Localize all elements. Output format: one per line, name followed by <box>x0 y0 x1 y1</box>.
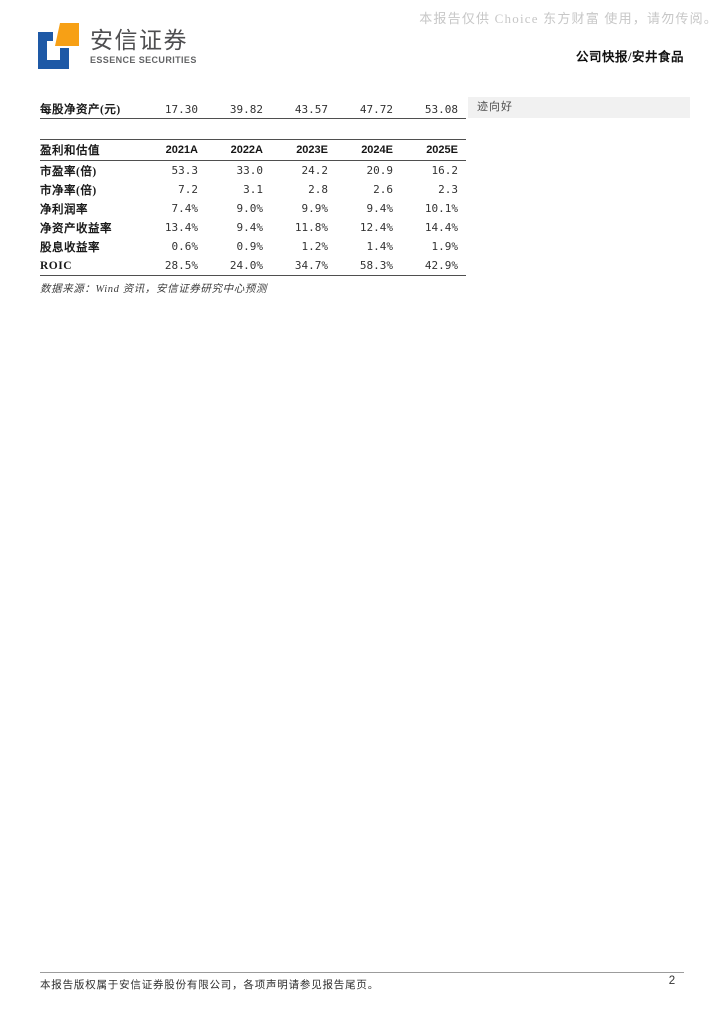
table-cell: 0.6% <box>171 240 199 253</box>
brand-name-en: ESSENCE SECURITIES <box>90 55 197 65</box>
table-row: 股息收益率 0.6% 0.9% 1.2% 1.4% 1.9% <box>40 237 466 256</box>
table-cell: 20.9 <box>366 164 394 177</box>
row-label: 市盈率(倍) <box>40 165 97 178</box>
footer-disclaimer: 本报告版权属于安信证券股份有限公司，各项声明请参见报告尾页。 <box>40 980 379 991</box>
table-cell: 2.3 <box>438 183 458 196</box>
table-cell: 9.4% <box>366 202 394 215</box>
column-header: 2021A <box>165 144 198 156</box>
brand-name-cn: 安信证券 <box>90 27 188 53</box>
essence-securities-logo-icon <box>38 23 79 69</box>
table-cell: 34.7% <box>294 259 328 272</box>
table-cell: 24.2 <box>301 164 329 177</box>
watermark-text: 本报告仅供 Choice 东方财富 使用，请勿传阅。 <box>419 11 718 26</box>
table-cell: 0.9% <box>236 240 264 253</box>
table-cell: 24.0% <box>229 259 263 272</box>
table-header-label: 盈利和估值 <box>40 145 100 157</box>
table-cell: 14.4% <box>424 221 458 234</box>
table-cell: 43.57 <box>294 102 328 116</box>
table-cell: 39.82 <box>229 102 263 116</box>
row-label: 每股净资产(元) <box>40 104 121 116</box>
table-row: 净利润率 7.4% 9.0% 9.9% 9.4% 10.1% <box>40 199 466 218</box>
brand-text: 安信证券 ESSENCE SECURITIES <box>90 23 197 66</box>
row-label: 净利润率 <box>40 203 88 216</box>
brand-header: 安信证券 ESSENCE SECURITIES <box>36 23 197 73</box>
row-label: 股息收益率 <box>40 241 100 254</box>
row-label: 净资产收益率 <box>40 222 112 235</box>
table-cell: 7.4% <box>171 202 199 215</box>
table-cell: 17.30 <box>164 102 198 116</box>
table-cell: 2.6 <box>373 183 393 196</box>
table-cell: 53.08 <box>424 102 458 116</box>
data-source-note: 数据来源：Wind 资讯，安信证券研究中心预测 <box>40 284 268 295</box>
table-cell: 2.8 <box>308 183 328 196</box>
row-label: 市净率(倍) <box>40 184 97 197</box>
table-cell: 9.4% <box>236 221 264 234</box>
table-cell: 9.9% <box>301 202 329 215</box>
table-row: 净资产收益率 13.4% 9.4% 11.8% 12.4% 14.4% <box>40 218 466 237</box>
report-type-label: 公司快报/安井食品 <box>576 50 684 64</box>
table-cell: 13.4% <box>164 221 198 234</box>
table-cell: 28.5% <box>164 259 198 272</box>
column-header: 2025E <box>426 144 458 156</box>
table-cell: 42.9% <box>424 259 458 272</box>
table-cell: 11.8% <box>294 221 328 234</box>
page-number: 2 <box>668 975 676 987</box>
table-cell: 12.4% <box>359 221 393 234</box>
table-row: 市净率(倍) 7.2 3.1 2.8 2.6 2.3 <box>40 180 466 199</box>
valuation-table-body: 市盈率(倍) 53.3 33.0 24.2 20.9 16.2 市净率(倍) 7.2 3.1 2.… <box>40 161 466 275</box>
table-cell: 1.9% <box>431 240 459 253</box>
table-cell: 16.2 <box>431 164 459 177</box>
eps-table-row: 每股净资产(元) 17.30 39.82 43.57 47.72 53.08 <box>40 100 466 119</box>
side-note-highlight: 迹向好 <box>468 97 690 118</box>
column-header: 2024E <box>361 144 393 156</box>
table-cell: 10.1% <box>424 202 458 215</box>
table-cell: 9.0% <box>236 202 264 215</box>
column-header: 2022A <box>230 144 263 156</box>
table-row: 市盈率(倍) 53.3 33.0 24.2 20.9 16.2 <box>40 161 466 180</box>
valuation-table: 盈利和估值 2021A 2022A 2023E 2024E 2025E 市盈率(… <box>40 139 466 276</box>
table-cell: 58.3% <box>359 259 393 272</box>
table-cell: 1.4% <box>366 240 394 253</box>
valuation-table-header: 盈利和估值 2021A 2022A 2023E 2024E 2025E <box>40 140 466 161</box>
table-cell: 47.72 <box>359 102 393 116</box>
table-cell: 53.3 <box>171 164 199 177</box>
table-row: ROIC 28.5% 24.0% 34.7% 58.3% 42.9% <box>40 256 466 275</box>
table-cell: 7.2 <box>178 183 198 196</box>
table-cell: 1.2% <box>301 240 329 253</box>
footer-divider <box>40 972 684 973</box>
table-cell: 33.0 <box>236 164 264 177</box>
column-header: 2023E <box>296 144 328 156</box>
table-cell: 3.1 <box>243 183 263 196</box>
row-label: ROIC <box>40 259 73 272</box>
